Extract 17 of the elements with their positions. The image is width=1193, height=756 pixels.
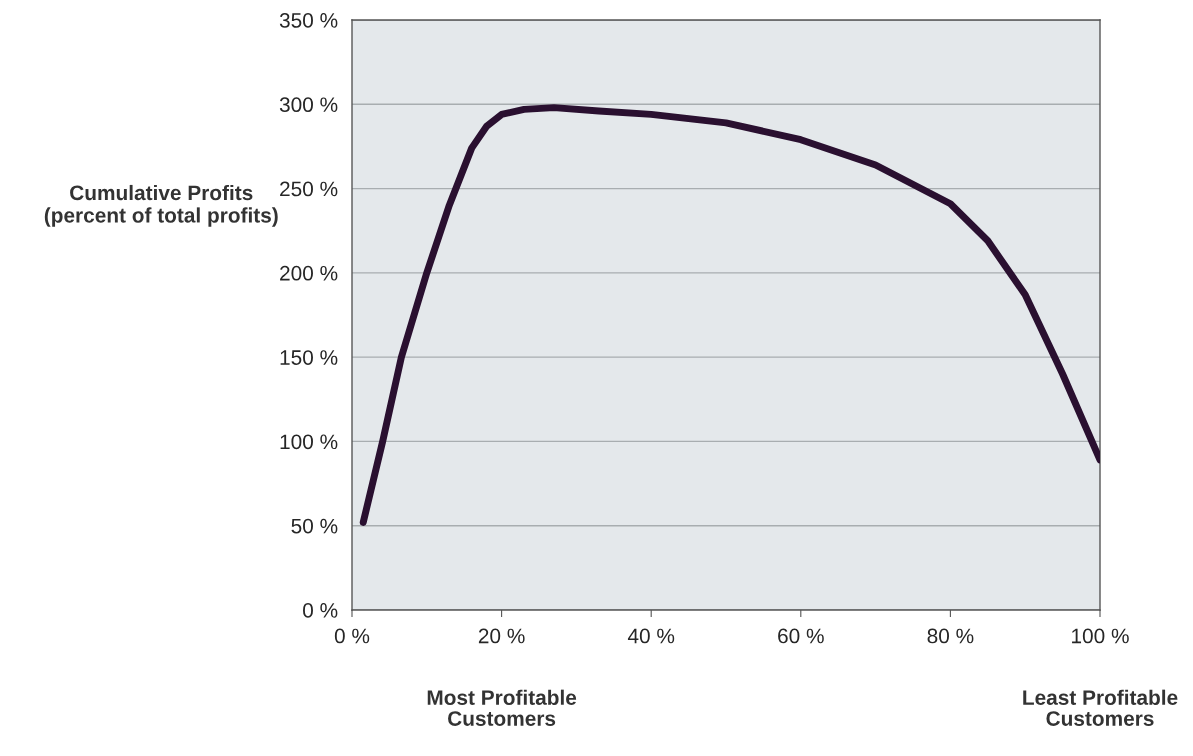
x-tick-label: 60 % <box>778 628 824 644</box>
y-tick-label: 150 % <box>280 350 338 365</box>
x-tick-label: 0 % <box>334 628 370 644</box>
y-tick-label: 200 % <box>280 265 338 281</box>
x-tick-label: 80 % <box>927 628 974 644</box>
y-tick-label: 100 % <box>280 434 338 450</box>
y-tick-label: 250 % <box>280 181 338 197</box>
text: Most Profitable Customers <box>427 689 577 726</box>
y-axis-title: Cumulative Profits (percent of total profits) <box>44 184 278 227</box>
x-tick-label: 40 % <box>627 628 675 644</box>
y-tick-label: 0 % <box>303 603 338 618</box>
y-tick-label: 350 % <box>279 13 338 28</box>
y-tick-label: 300 % <box>279 97 338 113</box>
x-tick-label: 100 % <box>1072 628 1129 644</box>
y-tick-label: 50 % <box>291 518 338 534</box>
text: Least Profitable Customers <box>1023 689 1178 726</box>
x-tick-label: 20 % <box>478 628 525 644</box>
